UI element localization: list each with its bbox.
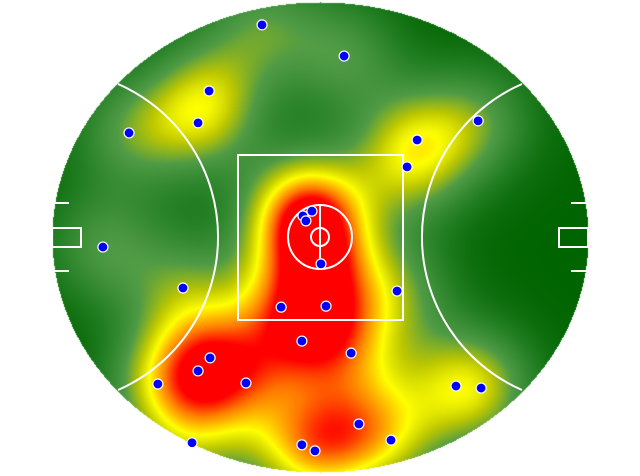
data-point	[296, 335, 308, 347]
field-markings	[51, 83, 589, 391]
data-point	[296, 439, 308, 451]
data-point	[186, 437, 198, 449]
data-point	[401, 161, 413, 173]
right-goal-square	[558, 227, 589, 248]
left-50m-arc	[117, 83, 220, 391]
data-point	[391, 285, 403, 297]
data-point	[152, 378, 164, 390]
data-point	[204, 352, 216, 364]
left-goal-square	[51, 227, 82, 248]
data-point	[385, 434, 397, 446]
data-point	[345, 347, 357, 359]
right-50m-arc	[420, 83, 523, 391]
data-point	[475, 382, 487, 394]
data-point	[320, 300, 332, 312]
data-point	[450, 380, 462, 392]
data-point	[315, 258, 327, 270]
data-point	[203, 85, 215, 97]
data-point	[472, 115, 484, 127]
data-point	[309, 445, 321, 457]
data-point	[256, 19, 268, 31]
data-point	[300, 215, 312, 227]
data-point	[275, 301, 287, 313]
data-point	[97, 241, 109, 253]
points-layer	[97, 19, 487, 457]
data-point	[123, 127, 135, 139]
data-point	[192, 365, 204, 377]
centre-square	[237, 154, 404, 321]
data-point	[338, 50, 350, 62]
data-point	[192, 117, 204, 129]
data-point	[353, 418, 365, 430]
data-point	[306, 205, 318, 217]
data-point	[411, 134, 423, 146]
data-point	[240, 377, 252, 389]
data-point	[177, 282, 189, 294]
